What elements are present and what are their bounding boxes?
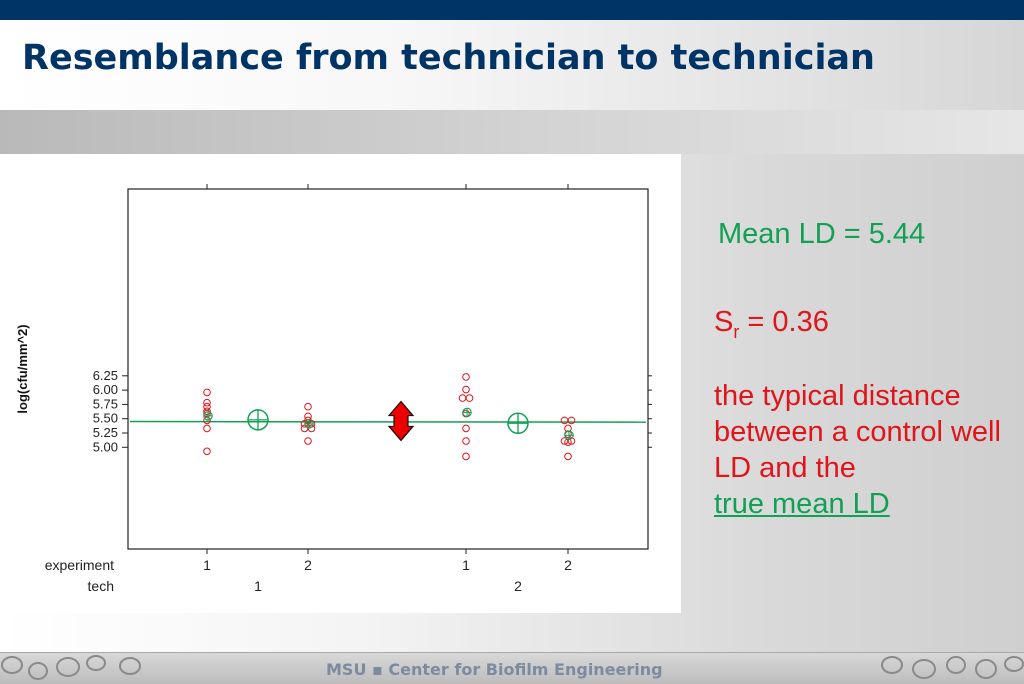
data-point — [203, 416, 211, 425]
data-point — [462, 373, 470, 381]
plot-frame — [127, 188, 649, 550]
data-point — [462, 424, 470, 433]
footer-bar: MSU ▪ Center for Biofilm Engineering — [0, 652, 1024, 684]
y-tick-label: 5.75 — [93, 396, 118, 411]
explanation-text: the typical distance between a control w… — [714, 380, 1001, 484]
data-point — [567, 416, 576, 425]
true-mean-ld-link[interactable]: true mean LD — [714, 488, 890, 520]
tech-label: 2 — [514, 578, 522, 594]
data-point — [567, 437, 576, 445]
slide-title: Resemblance from technician to technicia… — [22, 38, 875, 78]
sr-symbol: S — [714, 306, 734, 338]
y-axis-label: log(cfu/mm^2) — [15, 324, 30, 413]
header-divider-band — [0, 110, 1024, 154]
data-point — [564, 424, 572, 433]
y-tick-label: 6.00 — [93, 382, 118, 397]
sr-double-arrow — [387, 400, 415, 442]
data-points — [203, 373, 576, 461]
data-point — [465, 394, 474, 402]
y-tick-label: 5.00 — [93, 439, 118, 454]
data-point — [203, 447, 211, 456]
x-axis-ticks — [206, 184, 569, 554]
footer-text: MSU ▪ Center for Biofilm Engineering — [326, 660, 663, 679]
experiment-row-label: experiment — [45, 557, 114, 573]
data-point — [462, 452, 470, 461]
biofilm-cells-right-image — [881, 656, 1024, 679]
y-tick-label: 6.25 — [93, 368, 118, 383]
sr-subscript: r — [733, 321, 740, 342]
y-tick-label: 5.25 — [93, 425, 118, 440]
sr-explanation: the typical distance between a control w… — [714, 378, 1014, 522]
biofilm-cells-left-image — [1, 655, 141, 680]
data-point — [203, 407, 211, 416]
experiment-label: 2 — [304, 557, 312, 573]
tech-label: 1 — [254, 578, 262, 594]
data-point — [203, 424, 211, 433]
experiment-label: 2 — [564, 557, 572, 573]
sr-text: Sr = 0.36 — [714, 306, 829, 343]
experiment-label: 1 — [462, 557, 470, 573]
y-tick-label: 5.50 — [93, 411, 118, 426]
data-point — [462, 437, 470, 445]
top-brand-bar — [0, 0, 1024, 20]
data-point — [304, 402, 312, 411]
data-point — [203, 388, 211, 397]
data-point — [564, 452, 572, 461]
data-point — [203, 398, 211, 407]
tech-row-label: tech — [88, 578, 114, 594]
x-category-labels: experiment tech 1 2 1 2 1 2 — [45, 557, 572, 594]
overall-mean-line — [129, 420, 647, 423]
mean-ld-text: Mean LD = 5.44 — [718, 218, 926, 250]
overall-mean-line-group — [129, 420, 647, 423]
scatter-chart: 6.256.005.755.505.255.00 log(cfu/mm^2) e… — [15, 184, 652, 594]
title-band — [0, 20, 1024, 110]
sr-value: = 0.36 — [739, 306, 829, 338]
data-point — [564, 438, 572, 446]
sr-arrow-group — [387, 400, 415, 442]
data-point — [304, 437, 312, 445]
y-axis-ticks: 6.256.005.755.505.255.00 — [93, 368, 652, 454]
experiment-label: 1 — [203, 557, 211, 573]
data-point — [462, 385, 470, 394]
